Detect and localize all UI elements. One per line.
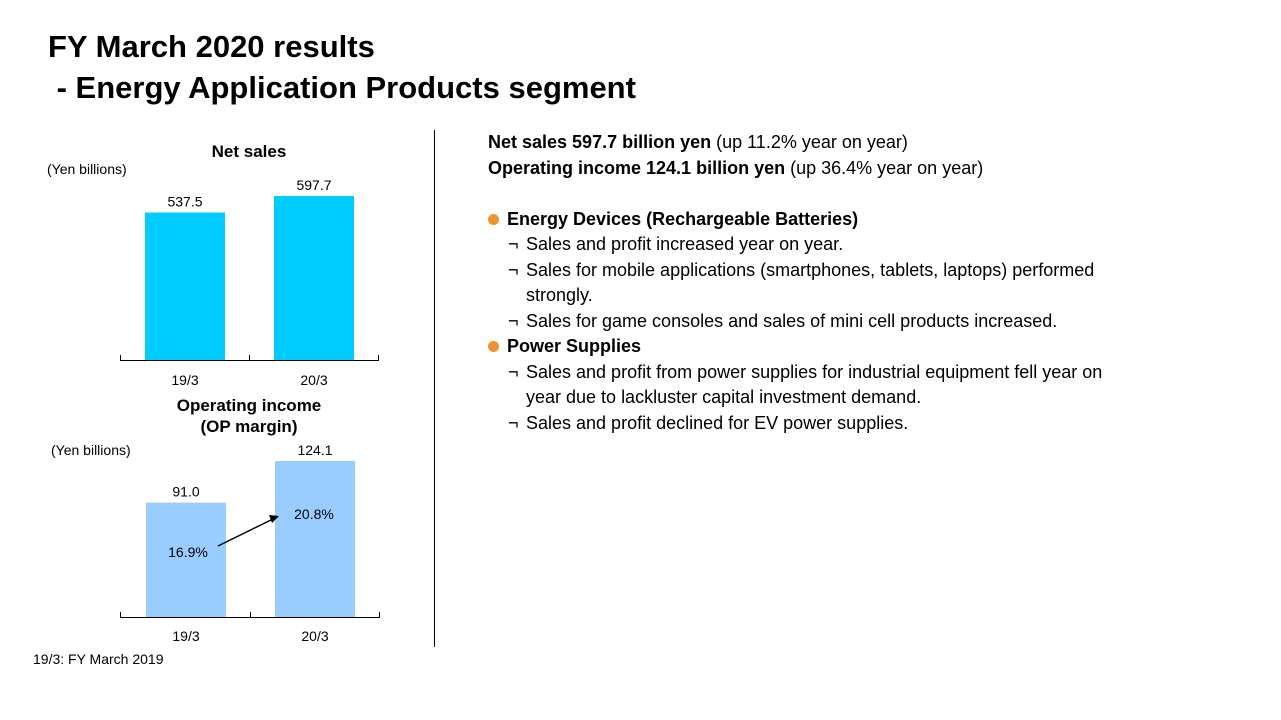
segment-heading-power-supplies: ● Power Supplies	[488, 334, 1248, 360]
list-item-continued: strongly.	[488, 283, 1248, 309]
op-income-detail: (up 36.4% year on year)	[785, 157, 984, 178]
segment-heading-energy-devices: ● Energy Devices (Rechargeable Batteries)	[488, 207, 1248, 233]
arrow-head	[269, 515, 279, 523]
list-item-text: Sales for game consoles and sales of min…	[526, 310, 1058, 331]
list-item: ¬ Sales and profit declined for EV power …	[488, 411, 1248, 437]
spacer	[488, 181, 1248, 207]
list-item-text: Sales for mobile applications (smartphon…	[526, 259, 1095, 280]
chart-title: Operating income	[177, 396, 322, 415]
summary-panel: Net sales 597.7 billion yen (up 11.2% ye…	[488, 130, 1248, 436]
op-income-bold: Operating income 124.1 billion yen	[488, 157, 786, 178]
bar-19-3	[146, 502, 226, 617]
value-label: 91.0	[172, 484, 199, 500]
value-label: 537.5	[167, 194, 202, 210]
title-line-1: FY March 2020 results	[48, 29, 375, 64]
list-item-text: Sales and profit increased year on year.	[526, 234, 844, 254]
unit-label: (Yen billions)	[51, 442, 131, 458]
net-sales-bold: Net sales 597.7 billion yen	[488, 132, 712, 152]
value-label: 597.7	[296, 177, 331, 193]
margin-label: 16.9%	[168, 544, 208, 560]
list-item: ¬ Sales for game consoles and sales of mi…	[488, 309, 1248, 335]
x-tick-label: 19/3	[171, 372, 198, 388]
trend-arrow	[217, 516, 278, 547]
sub-bullet-icon: ¬	[508, 412, 519, 433]
bullet-dot-icon: ●	[488, 213, 499, 225]
net-sales-summary: Net sales 597.7 billion yen (up 11.2% ye…	[488, 130, 1248, 156]
bullet-dot-icon: ●	[488, 341, 499, 352]
x-tick-label: 20/3	[300, 372, 327, 388]
list-item-text: Sales and profit from power supplies for…	[526, 361, 1103, 382]
x-axis	[120, 612, 380, 618]
list-item-text: year due to lackluster capital investmen…	[526, 387, 922, 407]
segment-heading-label: Power Supplies	[507, 336, 642, 356]
bar-20-3	[275, 461, 355, 617]
net-sales-detail: (up 11.2% year on year)	[711, 132, 908, 152]
list-item: ¬ Sales and profit increased year on year…	[488, 232, 1248, 258]
unit-label: (Yen billions)	[47, 161, 127, 177]
sub-bullet-icon: ¬	[508, 259, 519, 280]
list-item: ¬ Sales and profit from power supplies fo…	[488, 360, 1248, 386]
vertical-divider	[434, 130, 435, 647]
operating-income-chart: Operating income (OP margin) (Yen billio…	[51, 396, 380, 644]
margin-label: 20.8%	[294, 506, 334, 522]
net-sales-chart: Net sales (Yen billions) 537.5 597.7 19/…	[47, 142, 379, 388]
sub-bullet-icon: ¬	[508, 234, 519, 254]
x-tick-label: 20/3	[301, 628, 328, 644]
list-item: ¬ Sales for mobile applications (smartpho…	[488, 258, 1248, 284]
chart-title: Net sales	[212, 142, 287, 161]
list-item-continued: year due to lackluster capital investmen…	[488, 385, 1248, 411]
sub-bullet-icon: ¬	[508, 310, 519, 331]
value-label: 124.1	[297, 442, 332, 458]
bar-20-3	[274, 196, 354, 360]
bar-19-3	[145, 212, 225, 360]
page-title: FY March 2020 results - Energy Applicati…	[48, 26, 636, 108]
list-item-text: Sales and profit declined for EV power s…	[526, 412, 909, 433]
segment-heading-label: Energy Devices (Rechargeable Batteries)	[507, 208, 859, 229]
x-axis	[120, 355, 379, 361]
title-line-2: - Energy Application Products segment	[48, 70, 636, 105]
footnote: 19/3: FY March 2019	[33, 651, 164, 667]
charts-area: Net sales (Yen billions) 537.5 597.7 19/…	[47, 142, 380, 644]
x-tick-label: 19/3	[172, 628, 199, 644]
chart-subtitle: (OP margin)	[201, 417, 298, 436]
list-item-text: strongly.	[526, 285, 593, 305]
op-income-summary: Operating income 124.1 billion yen (up 3…	[488, 156, 1248, 182]
sub-bullet-icon: ¬	[508, 361, 519, 382]
